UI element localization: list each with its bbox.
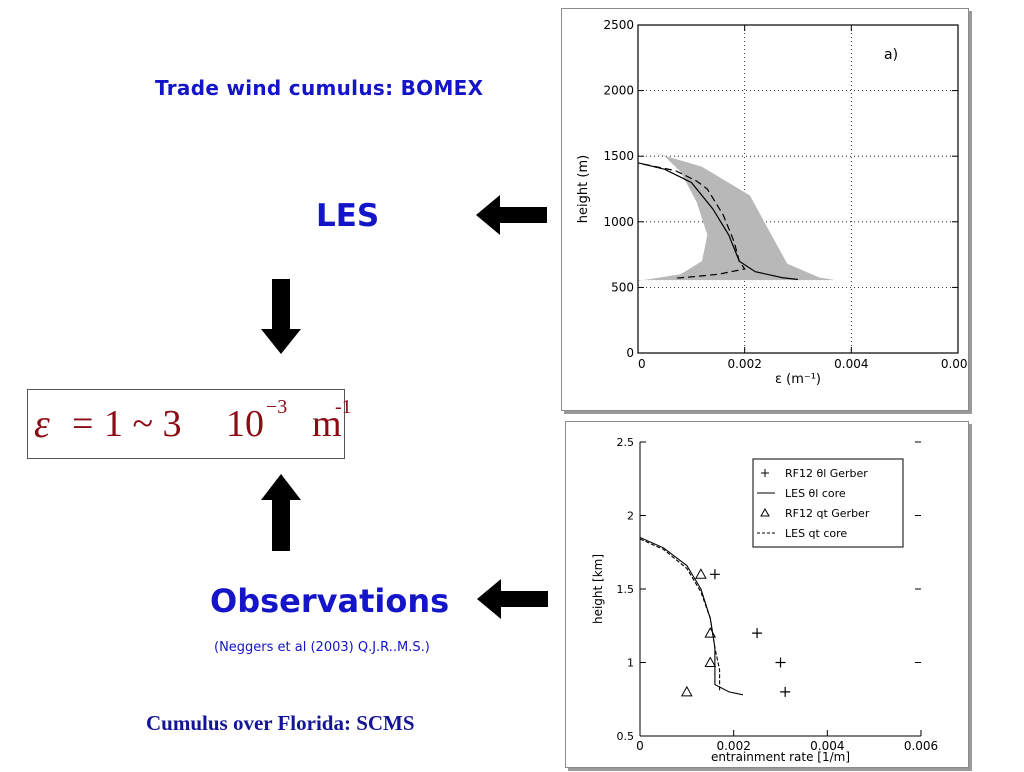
formula-equals: = — [72, 403, 94, 445]
legend-label: LES θl core — [785, 487, 846, 500]
y-axis-label: height (m) — [576, 155, 591, 223]
y-tick-label: 1.5 — [617, 583, 635, 596]
triangle-marker — [704, 656, 717, 667]
entrainment-formula: ε = 1 ~ 3 10 −3 m -1 — [27, 389, 352, 459]
legend-label: RF12 θl Gerber — [785, 467, 868, 480]
plus-marker — [780, 686, 791, 697]
legend-label: LES qt core — [785, 527, 847, 540]
les-entrainment-chart: 0 0.002 0.004 0.006 0 500 1000 1500 2000 2500 a) ε … — [576, 18, 975, 387]
legend-triangle-icon — [760, 507, 770, 517]
plus-marker — [775, 657, 786, 668]
y-tick-label: 2000 — [603, 84, 634, 98]
les-label: LES — [316, 198, 380, 234]
series-line-dashed — [643, 163, 746, 279]
y-tick-label: 2.5 — [617, 436, 635, 449]
x-tick-label: 0.006 — [941, 357, 968, 371]
triangle-marker — [695, 568, 707, 579]
x-tick-label: 0.006 — [904, 739, 938, 753]
legend-label: RF12 qt Gerber — [785, 507, 870, 520]
plot-frame — [637, 24, 959, 354]
x-tick-label: 0.004 — [834, 357, 868, 371]
scms-title: Cumulus over Florida: SCMS — [146, 711, 415, 735]
y-tick-label: 0.5 — [617, 730, 635, 743]
bomex-title: Trade wind cumulus: BOMEX — [155, 76, 484, 100]
arrow-up-to-formula-icon — [261, 474, 301, 551]
triangle-marker — [680, 685, 693, 697]
y-tick-label: 1000 — [603, 215, 634, 229]
x-tick-label: 0 — [636, 739, 644, 753]
triangle-marker — [704, 627, 717, 638]
les-entrainment-chart-panel: 0 0.002 0.004 0.006 0 500 1000 1500 2000 2500 a) ε … — [561, 8, 975, 411]
x-tick-label: 0.004 — [810, 739, 844, 753]
plus-marker — [752, 628, 763, 639]
spread-band — [638, 150, 836, 281]
x-tick-label: 0 — [638, 357, 646, 371]
y-tick-label: 0 — [626, 346, 634, 360]
series-line-solid — [637, 162, 799, 281]
x-axis-label: ε (m⁻¹) — [775, 372, 821, 387]
observations-label: Observations — [210, 582, 450, 620]
y-tick-label: 2 — [627, 510, 634, 523]
reference-text: (Neggers et al (2003) Q.J.R..M.S.) — [214, 640, 430, 655]
formula-exponent: −3 — [266, 396, 288, 418]
formula-range: 1 ~ 3 — [104, 403, 182, 445]
plus-marker — [709, 569, 720, 580]
x-tick-label: 0.002 — [727, 357, 761, 371]
y-axis-label: height [km] — [591, 554, 605, 624]
formula-mantissa: 10 — [226, 403, 264, 445]
formula-unit-exponent: -1 — [335, 396, 352, 418]
panel-label: a) — [884, 47, 898, 63]
y-tick-label: 1500 — [603, 149, 634, 163]
y-tick-label: 500 — [611, 280, 634, 294]
x-tick-label: 0.002 — [716, 739, 750, 753]
y-tick-label: 1 — [627, 657, 634, 670]
observations-entrainment-chart-panel: 0 0.002 0.004 0.006 0.5 1 1.5 2 2.5 RF12 θl Gerbe… — [565, 421, 969, 768]
observations-entrainment-chart: 0 0.002 0.004 0.006 0.5 1 1.5 2 2.5 RF12 θl Gerbe… — [591, 436, 938, 764]
legend-box — [752, 458, 904, 548]
series-line-dashed — [639, 538, 721, 692]
x-axis-label: entrainment rate [1/m] — [711, 750, 850, 764]
series-line-solid — [639, 536, 744, 696]
legend-plus-icon — [761, 469, 769, 477]
formula-unit: m — [312, 403, 342, 445]
arrow-left-to-observations-icon — [477, 579, 548, 619]
arrow-down-to-formula-icon — [261, 279, 301, 354]
formula-epsilon: ε — [34, 401, 50, 446]
y-tick-label: 2500 — [603, 18, 634, 32]
arrow-left-to-les-icon — [476, 195, 547, 235]
